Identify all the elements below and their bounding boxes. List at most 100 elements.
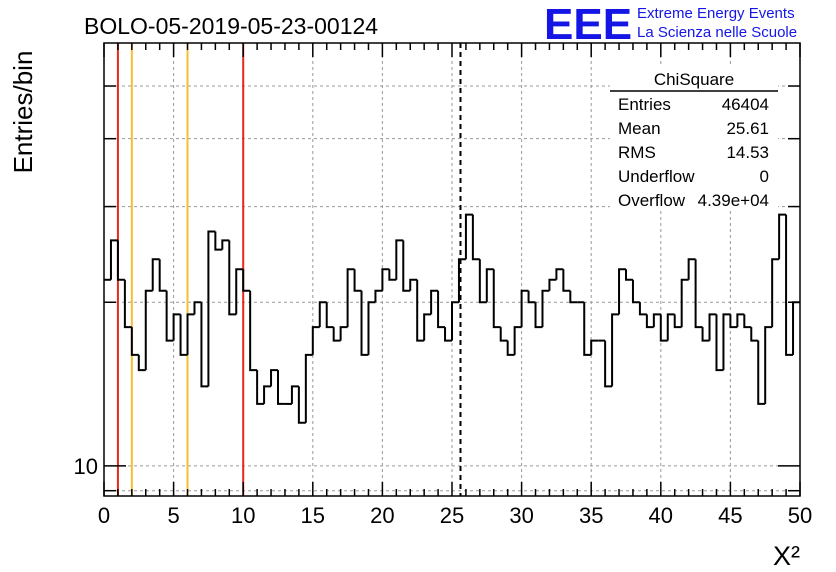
histogram-bin	[116, 240, 125, 281]
logo-mark: EEE	[544, 0, 632, 49]
histogram-bin	[416, 279, 425, 342]
histogram-bin	[750, 327, 759, 342]
histogram-bin	[638, 302, 647, 316]
histogram-bin	[471, 214, 480, 261]
histogram-bin	[729, 314, 738, 329]
histogram-bin	[430, 289, 439, 315]
histogram-bin	[722, 313, 731, 371]
histogram-bin	[778, 213, 787, 260]
histogram-bin	[158, 259, 167, 292]
stats-row-value: 0	[760, 167, 769, 186]
histogram-bin	[785, 214, 794, 356]
x-tick-label: 35	[579, 503, 603, 528]
x-tick-label: 30	[509, 503, 533, 528]
histogram-bin	[444, 327, 452, 342]
x-tick-label: 5	[167, 503, 179, 528]
histogram-bin	[701, 327, 710, 342]
histogram-bin	[625, 269, 633, 281]
histogram-bin	[506, 340, 515, 356]
histogram-bin	[555, 268, 564, 280]
histogram-bin	[485, 268, 494, 303]
histogram-bin	[687, 258, 696, 280]
axes	[103, 42, 801, 497]
histogram-bin	[325, 302, 334, 329]
x-tick-labels: 0 5 10 15 20 25 30 35 40 45 50	[98, 503, 812, 528]
histogram-bin	[548, 278, 557, 291]
histogram-bin	[464, 213, 473, 260]
x-tick-label: 50	[788, 503, 812, 528]
histogram-bin	[520, 289, 529, 328]
histogram-bin	[297, 386, 306, 424]
histogram-bin	[109, 239, 118, 280]
stats-row-value: 4.39e+04	[698, 191, 769, 210]
histogram-bin	[360, 290, 369, 356]
histogram-bin	[228, 240, 237, 316]
histogram-bin	[200, 302, 209, 388]
x-tick-label: 10	[231, 503, 255, 528]
histogram-bin	[666, 313, 675, 341]
histogram-bin	[277, 370, 285, 405]
logo-line1: Extreme Energy Events	[637, 5, 795, 22]
histogram-bin	[583, 302, 592, 356]
histogram-bin	[743, 314, 752, 329]
x-tick-label: 25	[440, 503, 464, 528]
histogram-bin	[402, 240, 411, 292]
histogram-bin	[757, 340, 766, 405]
histogram-bin	[374, 289, 383, 303]
x-tick-label: 0	[98, 503, 110, 528]
stats-row-value: 46404	[722, 95, 769, 114]
histogram-bin	[437, 290, 446, 329]
histogram-bin	[541, 289, 550, 328]
histogram-bin	[207, 230, 216, 387]
stats-row-value: 14.53	[726, 143, 769, 162]
histogram-bin	[694, 259, 703, 329]
histogram-bin	[659, 314, 668, 342]
y-axis-label: Entries/bin	[8, 51, 38, 174]
histogram-bin	[771, 258, 780, 328]
histogram-bin	[249, 290, 258, 372]
histogram-bin	[631, 279, 640, 304]
histogram-bin	[569, 290, 578, 304]
stats-row-label: Underflow	[618, 167, 695, 186]
stats-box-bg	[610, 66, 778, 208]
histogram-bin	[527, 290, 536, 304]
histogram-bin	[534, 302, 543, 329]
histogram-bin	[151, 258, 160, 291]
histogram-bin	[457, 258, 466, 303]
stats-box: ChiSquare Entries 46404 Mean 25.61 RMS 14.53 U…	[610, 66, 778, 210]
histogram-bin	[499, 327, 508, 342]
histogram-bin	[604, 340, 613, 388]
histogram-bin	[367, 301, 376, 355]
stats-box-title: ChiSquare	[654, 70, 734, 89]
histogram-bin	[492, 269, 501, 329]
histogram-bin	[590, 339, 599, 355]
x-tick-label: 15	[301, 503, 325, 528]
histogram-bin	[179, 314, 188, 356]
histogram-bin	[611, 313, 620, 387]
histogram-bin	[270, 369, 278, 387]
histogram-bin	[221, 239, 230, 250]
histogram-bin	[409, 278, 418, 291]
histogram-bin	[451, 301, 459, 341]
histogram-bin	[214, 231, 223, 251]
histogram-bin	[193, 301, 202, 315]
y-tick-labels: 10	[74, 454, 98, 479]
histogram-bin	[423, 313, 432, 341]
histogram-bin	[318, 301, 327, 328]
histogram-bin	[388, 269, 397, 281]
histogram-bin	[673, 314, 682, 329]
histogram-bars	[104, 213, 800, 424]
stats-row-label: Entries	[618, 95, 671, 114]
histogram-bin	[562, 269, 571, 292]
histogram-bin	[235, 268, 244, 315]
histogram-bin	[290, 385, 299, 404]
histogram-bin	[311, 326, 320, 355]
histogram-bin	[736, 313, 745, 328]
histogram-bin	[652, 313, 661, 328]
histogram-bin	[263, 385, 272, 404]
histogram-bin	[381, 268, 390, 291]
histogram-bin	[123, 279, 132, 329]
stats-row-label: RMS	[618, 143, 656, 162]
stats-row-label: Mean	[618, 119, 661, 138]
